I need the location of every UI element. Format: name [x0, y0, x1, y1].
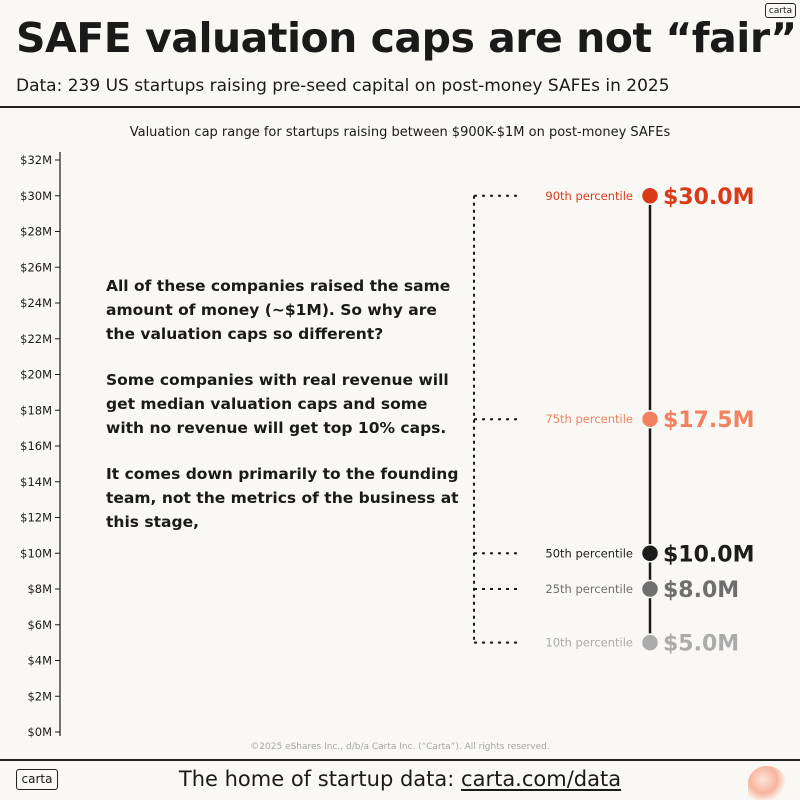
commentary-paragraph-3: It comes down primarily to the founding … [106, 465, 459, 531]
percentile-label: 75th percentile [545, 412, 633, 426]
chart-title: Valuation cap range for startups raising… [129, 125, 671, 140]
footer-text: The home of startup data: [178, 767, 462, 791]
y-axis-tick-label: $22M [20, 332, 52, 346]
percentile-value-label: $30.0M [663, 185, 754, 210]
y-axis-tick-label: $8M [27, 582, 52, 596]
percentile-value-label: $17.5M [663, 408, 754, 433]
percentile-label: 50th percentile [545, 546, 633, 560]
y-axis-tick-label: $14M [20, 475, 52, 489]
percentile-value-label: $8.0M [663, 578, 739, 603]
y-axis-tick-label: $26M [20, 260, 52, 274]
page-title: SAFE valuation caps are not “fair” [16, 14, 797, 62]
commentary-paragraph-2: Some companies with real revenue will ge… [106, 371, 449, 437]
commentary-text: All of these companies raised the same a… [106, 274, 466, 556]
y-axis-tick-label: $16M [20, 439, 52, 453]
carta-footer-logo: carta [16, 769, 58, 790]
y-axis-tick-label: $18M [20, 403, 52, 417]
y-axis-tick-label: $28M [20, 225, 52, 239]
percentile-label: 90th percentile [545, 189, 633, 203]
y-axis-tick-label: $30M [20, 189, 52, 203]
y-axis-tick-label: $0M [27, 725, 52, 739]
percentile-point [640, 544, 660, 563]
percentile-label: 10th percentile [545, 636, 633, 650]
y-axis-tick-label: $10M [20, 546, 52, 560]
footer-link[interactable]: carta.com/data [461, 767, 622, 791]
decorative-gradient-badge [748, 766, 786, 800]
y-axis-tick-label: $24M [20, 296, 52, 310]
y-axis-tick-label: $20M [20, 368, 52, 382]
y-axis-tick-label: $32M [20, 153, 52, 167]
page-subtitle: Data: 239 US startups raising pre-seed c… [16, 76, 670, 96]
percentile-point [640, 579, 660, 599]
header-divider [0, 106, 800, 108]
y-axis-tick-label: $2M [27, 689, 52, 703]
percentile-value-label: $5.0M [663, 632, 739, 657]
percentile-point [640, 633, 660, 652]
commentary-paragraph-1: All of these companies raised the same a… [106, 277, 451, 343]
carta-logo: carta [765, 3, 796, 18]
y-axis-tick-label: $6M [27, 618, 52, 632]
copyright-notice: ©2025 eShares Inc., d/b/a Carta Inc. (“C… [250, 742, 550, 752]
y-axis-tick-label: $4M [27, 654, 52, 668]
percentile-point [640, 186, 660, 205]
percentile-value-label: $10.0M [663, 542, 754, 567]
percentile-point [640, 409, 660, 429]
percentile-label: 25th percentile [545, 582, 633, 596]
y-axis-tick-label: $12M [20, 511, 52, 525]
footer-divider [0, 759, 800, 761]
footer-tagline: The home of startup data: carta.com/data [0, 767, 800, 791]
